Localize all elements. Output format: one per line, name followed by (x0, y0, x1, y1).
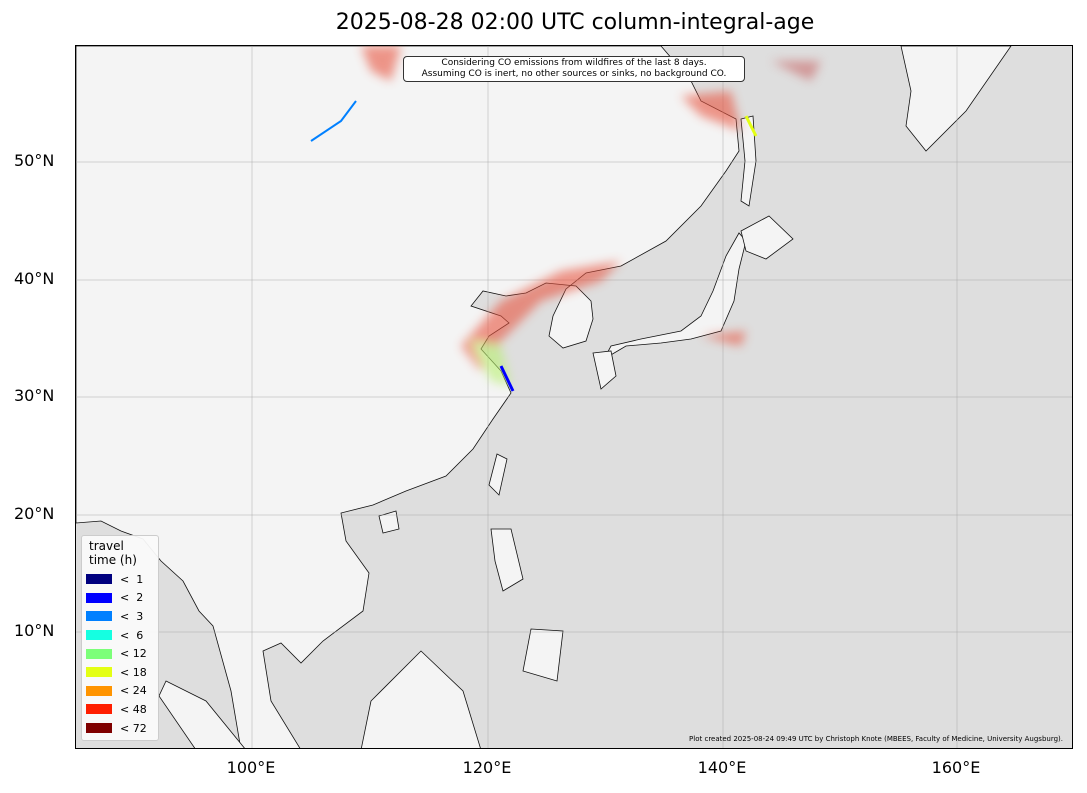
legend-swatch (86, 574, 112, 585)
co-plumes (361, 46, 821, 386)
legend-item: < 72 (86, 719, 154, 738)
legend-label: < 18 (120, 665, 147, 679)
borneo (360, 650, 481, 748)
legend-swatch (86, 667, 112, 678)
legend-item: < 3 (86, 607, 154, 626)
graticule (76, 46, 1072, 748)
fresh-plume (310, 100, 357, 142)
sakhalin (740, 115, 757, 207)
map-canvas (76, 46, 1072, 748)
mindanao (522, 628, 564, 682)
legend-swatch (86, 648, 112, 659)
legend-label: < 2 (120, 591, 144, 605)
legend-swatch (86, 704, 112, 715)
luzon (490, 528, 524, 592)
legend-item: < 18 (86, 663, 154, 682)
legend: travel time (h) < 1 < 2 < 3 < 6 < 12 < 18 < 24… (81, 535, 159, 742)
map-panel (75, 45, 1073, 749)
legend-item: < 1 (86, 570, 154, 589)
legend-item: < 24 (86, 682, 154, 701)
legend-title: travel (89, 539, 124, 553)
legend-label: < 24 (120, 684, 147, 698)
legend-item: < 12 (86, 644, 154, 663)
y-tick-label: 50°N (14, 151, 55, 170)
credit-text: Plot created 2025-08-24 09:49 UTC by Chr… (689, 735, 1063, 743)
x-tick-label: 100°E (226, 758, 276, 777)
info-box: Considering CO emissions from wildfires … (403, 56, 745, 82)
legend-label: < 72 (120, 721, 147, 735)
legend-title: time (h) (89, 553, 137, 567)
legend-swatch (86, 685, 112, 696)
sumatra (158, 680, 245, 748)
y-tick-label: 20°N (14, 504, 55, 523)
x-tick-label: 120°E (462, 758, 512, 777)
legend-item: < 6 (86, 626, 154, 645)
legend-swatch (86, 630, 112, 641)
legend-item: < 2 (86, 589, 154, 608)
hokkaido (740, 215, 794, 260)
info-line: Assuming CO is inert, no other sources o… (421, 69, 727, 79)
taiwan (488, 453, 508, 496)
legend-item: < 48 (86, 700, 154, 719)
y-tick-label: 30°N (14, 386, 55, 405)
y-tick-label: 40°N (14, 269, 55, 288)
legend-swatch (86, 723, 112, 734)
hainan (378, 510, 400, 534)
legend-label: < 1 (120, 572, 144, 586)
kyushu (592, 350, 617, 390)
legend-swatch (86, 611, 112, 622)
legend-label: < 3 (120, 609, 144, 623)
x-tick-label: 140°E (697, 758, 747, 777)
x-tick-label: 160°E (931, 758, 981, 777)
legend-swatch (86, 592, 112, 603)
legend-label: < 6 (120, 628, 144, 642)
kamchatka (900, 46, 1012, 152)
fresh-plume (744, 115, 758, 137)
legend-label: < 48 (120, 702, 147, 716)
y-tick-label: 10°N (14, 621, 55, 640)
legend-label: < 12 (120, 647, 147, 661)
plot-title: 2025-08-28 02:00 UTC column-integral-age (335, 10, 815, 35)
info-line: Considering CO emissions from wildfires … (441, 58, 707, 68)
fresh-plume (499, 365, 515, 392)
